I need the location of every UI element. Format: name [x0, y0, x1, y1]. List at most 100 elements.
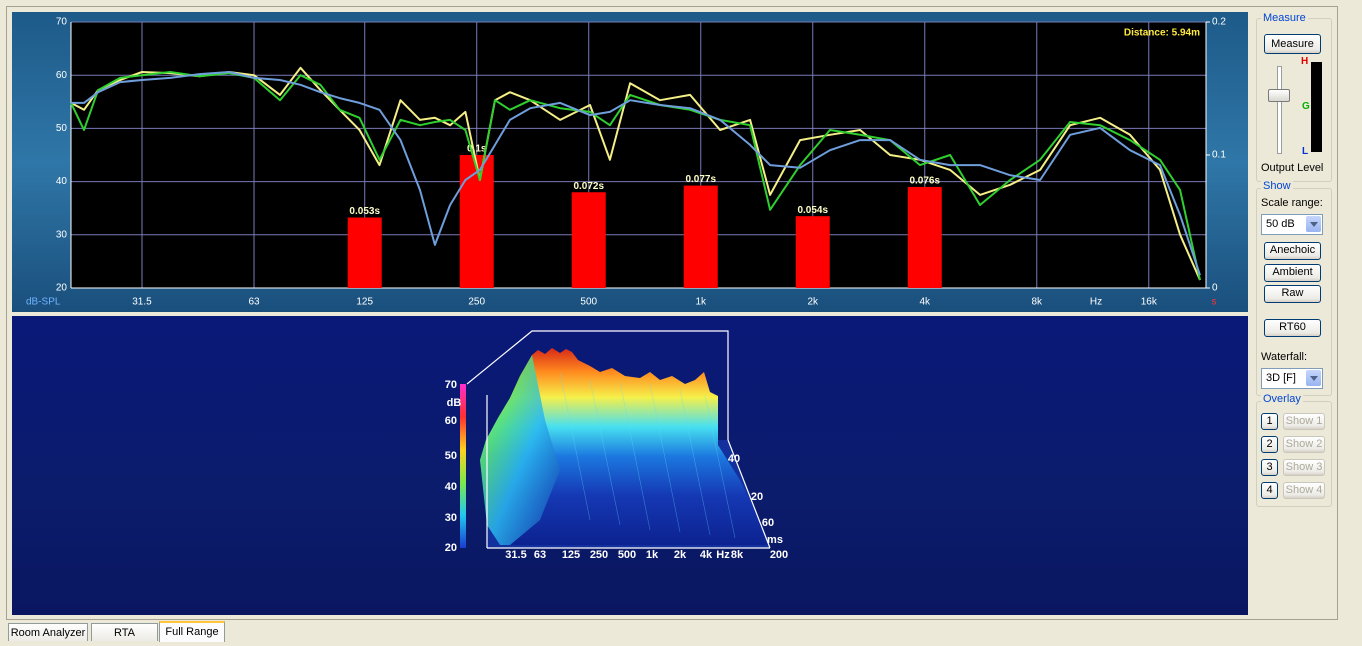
x-tick-label: 4k — [919, 297, 931, 308]
measure-button[interactable]: Measure — [1264, 34, 1321, 54]
line-series — [70, 66, 1201, 281]
slider-thumb[interactable] — [1268, 89, 1290, 102]
waterfall-label: 200 — [770, 549, 788, 561]
waterfall-label: Hz — [716, 549, 730, 561]
raw-button[interactable]: Raw — [1264, 285, 1321, 303]
waterfall-label: Waterfall: — [1261, 351, 1308, 363]
bar — [683, 185, 718, 288]
waterfall-label: 250 — [590, 549, 608, 561]
overlay-show-button[interactable]: Show 2 — [1283, 436, 1325, 453]
tab[interactable]: Full Range — [159, 621, 225, 642]
tab[interactable]: Room Analyzer — [8, 623, 88, 641]
x-tick-label: 16k — [1141, 297, 1158, 308]
meter-label: L — [1302, 146, 1309, 157]
waterfall-texture — [559, 371, 736, 539]
overlay-show-button[interactable]: Show 4 — [1283, 482, 1325, 499]
overlay-show-button[interactable]: Show 3 — [1283, 459, 1325, 476]
waterfall-label: 20 — [445, 542, 457, 554]
output-level-label: Output Level — [1261, 162, 1324, 174]
waterfall-frame — [466, 330, 771, 549]
bar — [571, 192, 606, 288]
waterfall-select[interactable]: 3D [F] — [1261, 368, 1323, 389]
overlay-slot[interactable]: 1 — [1261, 413, 1278, 430]
y-tick-label: 70 — [56, 17, 68, 28]
scale-range-select[interactable]: 50 dB — [1261, 214, 1323, 235]
waterfall-label: 50 — [445, 450, 457, 462]
x-tick-label: 8k — [1031, 297, 1043, 308]
x-tick-label: 125 — [356, 297, 373, 308]
y-tick-label: 60 — [56, 70, 68, 81]
waterfall-label: 60 — [445, 415, 457, 427]
bar — [795, 216, 830, 288]
x-axis-label: Hz — [1090, 297, 1102, 308]
frequency-chart: 20 30 40 50 60 70 31.5 63 125 250 500 1k 2k 4k 8k 16k 0 0… — [26, 17, 1226, 308]
ambient-button[interactable]: Ambient — [1264, 264, 1321, 282]
waterfall-label: 20 — [751, 491, 763, 503]
x-tick-label: 1k — [695, 297, 707, 308]
meter-label: H — [1301, 56, 1309, 67]
bar — [907, 186, 942, 288]
waterfall-label: 125 — [562, 549, 580, 561]
waterfall-surface — [480, 348, 770, 545]
waterfall-label: 500 — [618, 549, 636, 561]
group-title: Overlay — [1261, 393, 1303, 405]
tab[interactable]: RTA — [91, 623, 158, 641]
waterfall-label: dB — [447, 397, 462, 409]
waterfall-label: 40 — [728, 453, 740, 465]
waterfall-label: 4k — [700, 549, 713, 561]
y2-axis-label: s — [1212, 297, 1217, 308]
slider-track — [1277, 66, 1282, 154]
x-tick-label: 31.5 — [132, 297, 152, 308]
color-scale — [460, 384, 466, 548]
scale-range-label: Scale range: — [1261, 197, 1323, 209]
waterfall-label: 30 — [445, 512, 457, 524]
overlay-slot[interactable]: 4 — [1261, 482, 1278, 499]
y-tick-label: 20 — [56, 283, 68, 294]
x-tick-label: 250 — [468, 297, 485, 308]
bar-value-label: 0.053s — [349, 206, 380, 217]
waterfall-front-face — [480, 355, 560, 545]
x-tick-label: 2k — [807, 297, 819, 308]
bar — [347, 217, 382, 288]
bar-value-label: 0.076s — [909, 176, 940, 187]
rt60-button[interactable]: RT60 — [1264, 319, 1321, 337]
waterfall-label: 60 — [762, 517, 774, 529]
y-tick-label: 50 — [56, 123, 68, 134]
waterfall-label: ms — [767, 534, 783, 546]
anechoic-button[interactable]: Anechoic — [1264, 242, 1321, 260]
y2-tick-label: 0 — [1212, 283, 1218, 294]
level-meter — [1311, 62, 1322, 152]
bar-value-label: 0.1s — [467, 144, 487, 155]
y2-tick-label: 0.1 — [1212, 150, 1226, 161]
select-arrow — [1306, 216, 1321, 232]
plot-area — [71, 22, 1206, 288]
select-value: 3D [F] — [1266, 372, 1296, 384]
waterfall-label: 31.5 — [505, 549, 526, 561]
waterfall-label: 8k — [731, 549, 744, 561]
waterfall-label: 70 — [445, 379, 457, 391]
waterfall-label: 40 — [445, 481, 457, 493]
waterfall-label: 63 — [534, 549, 546, 561]
annotation: Distance: 5.94m — [1124, 28, 1200, 39]
overlay-slot[interactable]: 2 — [1261, 436, 1278, 453]
y-tick-label: 40 — [56, 176, 68, 187]
x-tick-label: 500 — [580, 297, 597, 308]
y-tick-label: 30 — [56, 229, 68, 240]
bar-value-label: 0.054s — [797, 205, 828, 216]
select-value: 50 dB — [1266, 218, 1295, 230]
group-title: Show — [1261, 180, 1293, 192]
overlay-slot[interactable]: 3 — [1261, 459, 1278, 476]
select-arrow — [1306, 370, 1321, 386]
meter-label: G — [1302, 101, 1310, 112]
bar-value-label: 0.077s — [685, 174, 716, 185]
y-axis-label: dB-SPL — [26, 297, 61, 308]
bar — [459, 155, 494, 288]
group-title: Measure — [1261, 12, 1308, 24]
overlay-show-button[interactable]: Show 1 — [1283, 413, 1325, 430]
y2-tick-label: 0.2 — [1212, 17, 1226, 28]
waterfall-label: 2k — [674, 549, 687, 561]
bar-value-label: 0.072s — [573, 181, 604, 192]
waterfall-label: 1k — [646, 549, 659, 561]
